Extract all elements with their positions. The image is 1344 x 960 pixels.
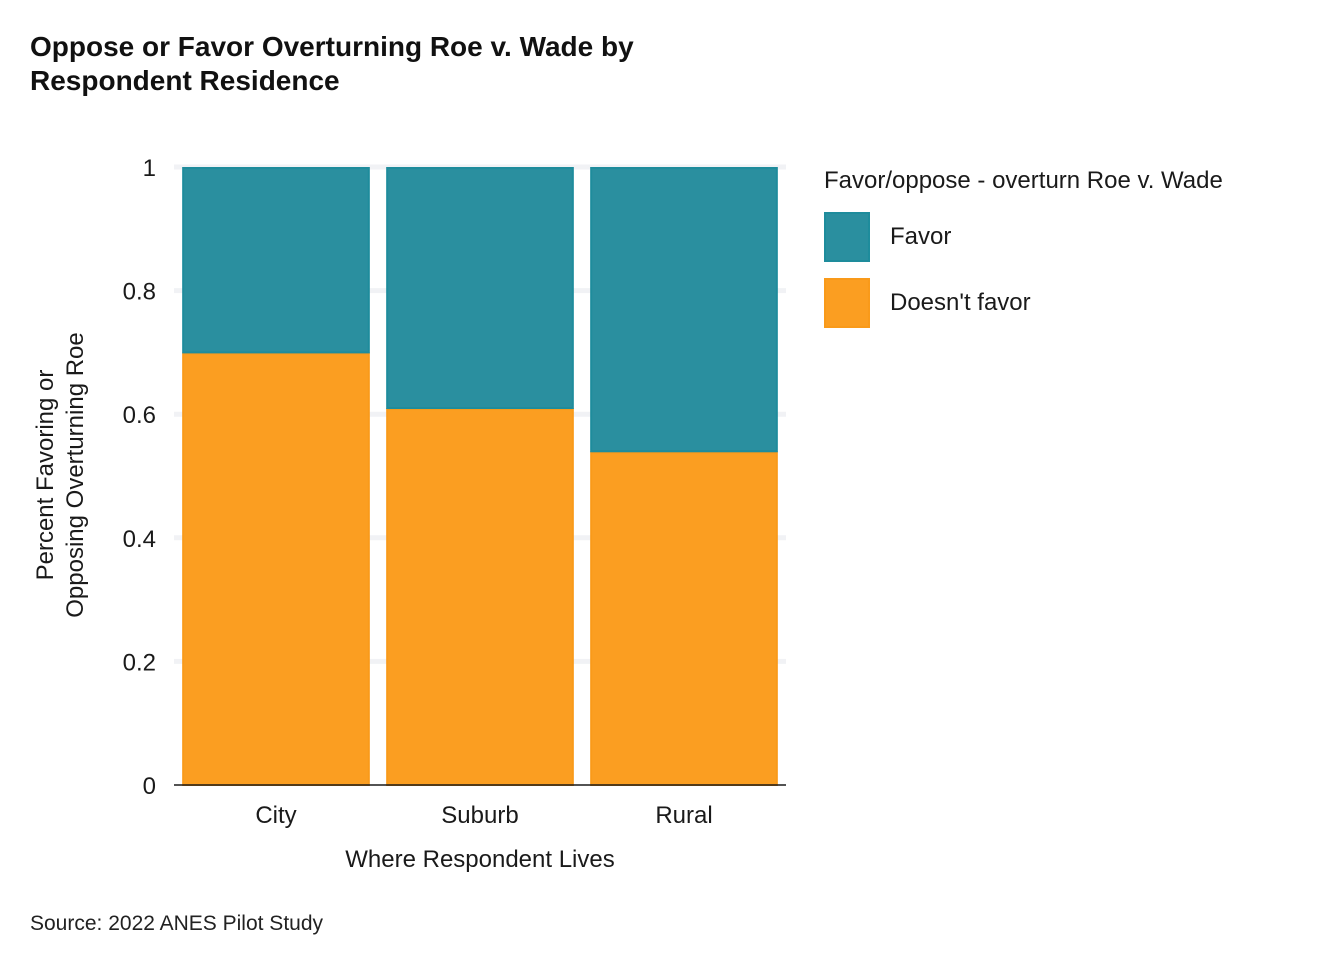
bar-rural-doesn-t-favor (590, 451, 778, 786)
legend-label-favor: Favor (890, 223, 952, 250)
legend-label-doesnt-favor: Doesn't favor (890, 289, 1031, 316)
y-tick-label-2: 0.4 (123, 526, 156, 553)
x-axis-label: Where Respondent Lives (345, 846, 615, 873)
bar-city-doesn-t-favor (182, 352, 370, 786)
x-tick-label-suburb: Suburb (441, 802, 518, 829)
y-tick-label-5: 1 (143, 155, 156, 182)
bar-rural-favor (590, 167, 778, 453)
axes: 0 0.2 0.4 0.6 0.8 1 City Suburb Rural (123, 155, 786, 829)
bar-suburb-doesn-t-favor (386, 408, 574, 786)
x-tick-label-city: City (255, 802, 296, 829)
chart-title: Oppose or Favor Overturning Roe v. Wade … (30, 30, 790, 98)
chart-title-line-1: Oppose or Favor Overturning Roe v. Wade … (30, 31, 634, 62)
chart-title-line-2: Respondent Residence (30, 65, 340, 96)
y-tick-label-3: 0.6 (123, 402, 156, 429)
bars (182, 167, 778, 786)
x-tick-label-rural: Rural (655, 802, 712, 829)
y-axis-label-line-1: Percent Favoring or (32, 369, 59, 581)
legend-item-doesnt-favor: Doesn't favor (824, 276, 1031, 330)
y-axis-label: Percent Favoring or Opposing Overturning… (31, 332, 91, 618)
bar-city-favor (182, 167, 370, 354)
y-tick-label-4: 0.8 (123, 279, 156, 306)
legend-item-favor: Favor (824, 210, 951, 264)
source-caption: Source: 2022 ANES Pilot Study (30, 912, 324, 935)
y-tick-label-1: 0.2 (123, 649, 156, 676)
legend-swatch-favor (824, 212, 870, 262)
y-tick-label-0: 0 (143, 773, 156, 800)
y-axis-label-line-2: Opposing Overturning Roe (62, 332, 89, 618)
legend-title: Favor/oppose - overturn Roe v. Wade (824, 167, 1223, 194)
legend-swatch-doesnt-favor (824, 278, 870, 328)
bar-suburb-favor (386, 167, 574, 410)
